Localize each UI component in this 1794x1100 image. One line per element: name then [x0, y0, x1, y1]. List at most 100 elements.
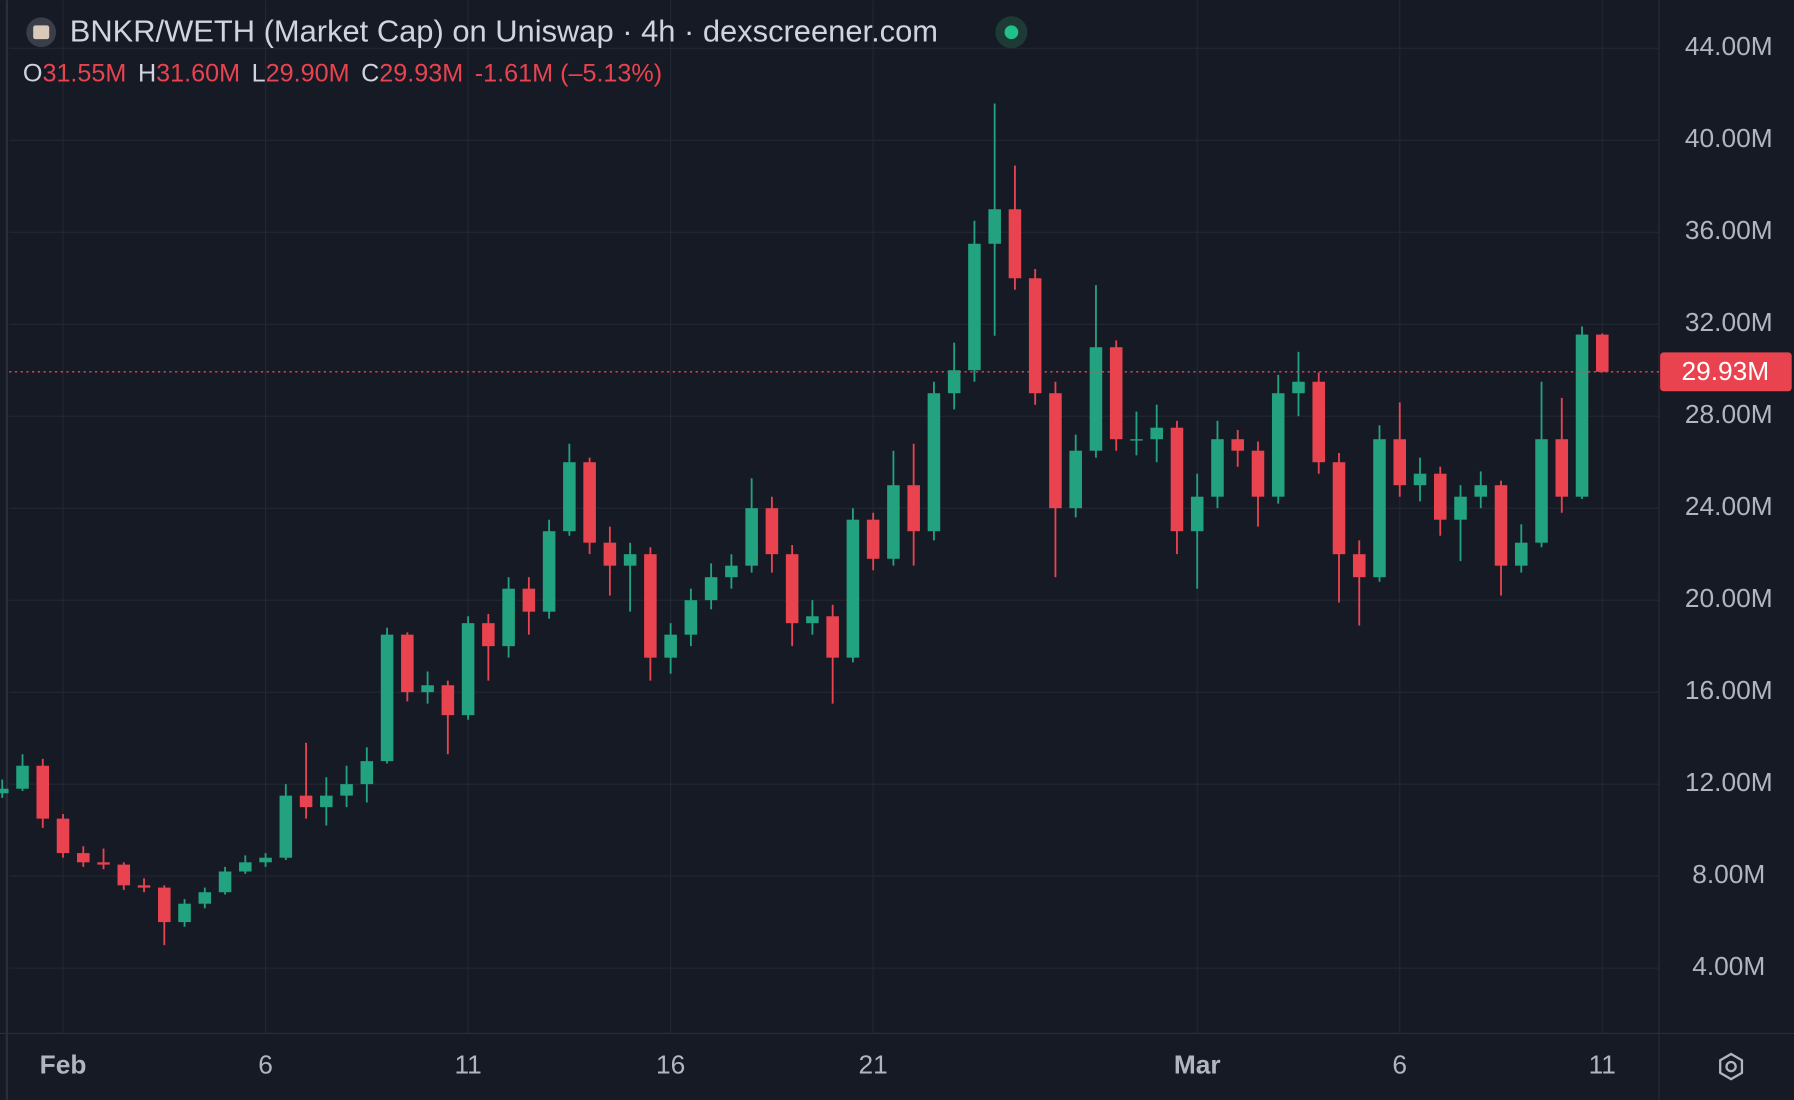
- candle-body: [745, 508, 758, 566]
- candle-body: [0, 788, 9, 794]
- candle-body: [725, 565, 738, 578]
- grid: [9, 0, 1659, 1034]
- y-tick-label: 32.00M: [1685, 307, 1773, 337]
- candle-body: [1474, 485, 1488, 497]
- last-price-label: 29.93M: [1681, 356, 1769, 386]
- token-icon-glyph: [33, 25, 50, 40]
- candle-body: [1352, 554, 1366, 578]
- candle-body: [522, 588, 536, 612]
- candle-body: [1089, 347, 1103, 451]
- candle-body: [563, 462, 576, 532]
- candle-body: [279, 795, 293, 858]
- candle-body: [644, 554, 657, 658]
- ohlc-legend: O31.55M H31.60M L29.90M C29.93M -1.61M (…: [23, 59, 662, 87]
- settings-button[interactable]: [1719, 1052, 1744, 1081]
- ohlc-value: 29.93M: [379, 59, 463, 87]
- x-tick-label: 11: [454, 1050, 481, 1080]
- x-tick-label: 6: [258, 1050, 273, 1080]
- y-tick-label: 8.00M: [1692, 859, 1765, 889]
- candle-body: [380, 634, 394, 762]
- candle-body: [299, 795, 313, 808]
- ohlc-change: -1.61M (–5.13%): [475, 59, 662, 87]
- candle-body: [1494, 485, 1508, 566]
- candle-body: [846, 519, 860, 658]
- candle-body: [1413, 473, 1427, 486]
- candle-body: [603, 542, 617, 566]
- candle-body: [664, 634, 677, 658]
- candle-body: [36, 765, 50, 819]
- candle-body: [623, 554, 637, 566]
- ohlc-key: C: [361, 59, 379, 87]
- candle-body: [1008, 209, 1022, 279]
- candle-body: [441, 685, 455, 716]
- ohlc-key: H: [138, 59, 156, 87]
- y-tick-label: 36.00M: [1685, 215, 1773, 245]
- candle-body: [1150, 427, 1163, 440]
- settings-icon[interactable]: [1719, 1052, 1744, 1081]
- candle-body: [1555, 439, 1569, 497]
- candle-body: [482, 623, 495, 647]
- y-tick-label: 40.00M: [1685, 123, 1773, 153]
- y-tick-label: 24.00M: [1685, 491, 1773, 521]
- settings-icon-center[interactable]: [1725, 1060, 1737, 1073]
- candle-body: [1069, 450, 1082, 509]
- candle-body: [401, 634, 414, 693]
- candle-body: [1251, 450, 1265, 497]
- candle-body: [968, 243, 981, 371]
- y-tick-label: 12.00M: [1685, 767, 1773, 797]
- candle-body: [785, 554, 799, 624]
- candle-body: [198, 892, 212, 904]
- candle-body: [1535, 439, 1548, 543]
- candle-body: [1028, 278, 1042, 394]
- candle-body: [1130, 439, 1143, 441]
- candle-body: [1373, 439, 1386, 578]
- x-tick-label: 21: [859, 1050, 888, 1080]
- candle-body: [1292, 381, 1305, 394]
- candle-body: [1231, 439, 1245, 451]
- candle-body: [907, 485, 920, 532]
- candle-body: [421, 685, 434, 693]
- candle-body: [340, 784, 353, 796]
- candle-body: [1271, 393, 1285, 497]
- x-tick-label: 11: [1589, 1050, 1616, 1080]
- x-tick-label: Feb: [40, 1050, 87, 1080]
- ohlc-key: L: [252, 59, 266, 87]
- x-tick-label: Mar: [1174, 1050, 1221, 1080]
- candle-body: [887, 485, 900, 559]
- candle-body: [461, 623, 475, 716]
- candle-body: [542, 531, 556, 612]
- candle-body: [765, 508, 779, 555]
- x-tick-label: 16: [656, 1050, 685, 1080]
- last-price-badge: [1660, 352, 1792, 392]
- candles: [0, 103, 1609, 946]
- candle-body: [158, 887, 171, 923]
- candle-body: [137, 885, 151, 888]
- ohlc-value: 31.55M: [42, 59, 126, 87]
- ohlc-value: 29.90M: [266, 59, 350, 87]
- candle-body: [1190, 496, 1204, 532]
- candle-body: [1211, 439, 1224, 497]
- candle-body: [218, 871, 232, 893]
- candle-body: [320, 795, 333, 808]
- candle-body: [988, 209, 1001, 244]
- y-tick-label: 4.00M: [1692, 951, 1765, 981]
- candle-body: [1575, 334, 1589, 497]
- candle-body: [684, 600, 698, 635]
- candle-body: [1312, 381, 1326, 463]
- candle-body: [866, 519, 880, 559]
- candle-body: [927, 393, 941, 532]
- candle-body: [1332, 462, 1346, 555]
- candle-body: [1454, 496, 1467, 520]
- candle-body: [1596, 334, 1609, 372]
- candle-body: [1170, 427, 1184, 532]
- candle-body: [502, 588, 515, 647]
- candle-body: [1393, 439, 1407, 486]
- y-tick-label: 16.00M: [1685, 675, 1773, 705]
- chart-title: BNKR/WETH (Market Cap) on Uniswap · 4h ·…: [70, 14, 938, 49]
- overlay: 29.93M: [9, 352, 1792, 392]
- candle-body: [947, 370, 961, 394]
- candle-body: [178, 903, 191, 923]
- candle-body: [239, 862, 252, 872]
